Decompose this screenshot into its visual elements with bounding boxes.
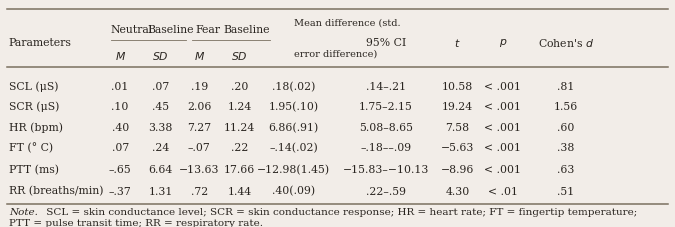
Text: .07: .07 [152,81,169,91]
Text: –.65: –.65 [109,164,132,174]
Text: 11.24: 11.24 [224,122,255,132]
Text: .14–.21: .14–.21 [366,81,406,91]
Text: 5.08–8.65: 5.08–8.65 [359,122,413,132]
Text: 7.58: 7.58 [446,122,470,132]
Text: 19.24: 19.24 [442,102,473,112]
Text: $t$: $t$ [454,37,461,49]
Text: 6.64: 6.64 [148,164,173,174]
Text: < .001: < .001 [485,81,521,91]
Text: HR (bpm): HR (bpm) [9,122,63,132]
Text: Parameters: Parameters [9,38,72,47]
Text: .81: .81 [557,81,574,91]
Text: .20: .20 [231,81,248,91]
Text: $M$: $M$ [115,50,126,62]
Text: Note.: Note. [9,207,38,216]
Text: 1.95(.10): 1.95(.10) [269,101,319,112]
Text: 1.24: 1.24 [227,102,252,112]
Text: 1.31: 1.31 [148,186,173,196]
Text: .22: .22 [231,143,248,153]
Text: −5.63: −5.63 [441,143,475,153]
Text: .63: .63 [557,164,574,174]
Text: –.07: –.07 [188,143,211,153]
Text: $SD$: $SD$ [153,50,169,62]
Text: SCR (μS): SCR (μS) [9,101,59,112]
Text: .18(.02): .18(.02) [272,81,315,91]
Text: .45: .45 [152,102,169,112]
Text: .10: .10 [111,102,129,112]
Text: PTT (ms): PTT (ms) [9,164,59,174]
Text: FT (° C): FT (° C) [9,142,53,153]
Text: error difference): error difference) [294,49,377,58]
Text: −12.98(1.45): −12.98(1.45) [257,164,330,174]
Text: SCL (μS): SCL (μS) [9,81,58,91]
Text: .72: .72 [190,186,208,196]
Text: Neutral: Neutral [111,25,153,35]
Text: .51: .51 [557,186,574,196]
Text: .40: .40 [111,122,129,132]
Text: 1.44: 1.44 [227,186,252,196]
Text: .40(.09): .40(.09) [272,185,315,196]
Text: .22–.59: .22–.59 [366,186,406,196]
Text: Baseline: Baseline [148,25,194,35]
Text: .07: .07 [111,143,129,153]
Text: Mean difference (std.: Mean difference (std. [294,18,400,27]
Text: 17.66: 17.66 [224,164,255,174]
Text: Fear: Fear [195,25,221,35]
Text: < .001: < .001 [485,143,521,153]
Text: −15.83–−10.13: −15.83–−10.13 [343,164,429,174]
Text: $SD$: $SD$ [232,50,248,62]
Text: < .01: < .01 [488,186,518,196]
Text: –.14(.02): –.14(.02) [269,142,318,153]
Text: –.37: –.37 [109,186,132,196]
Text: 1.75–2.15: 1.75–2.15 [359,102,413,112]
Text: PTT = pulse transit time; RR = respiratory rate.: PTT = pulse transit time; RR = respirato… [9,218,263,227]
Text: 6.86(.91): 6.86(.91) [269,122,319,132]
Text: .60: .60 [557,122,574,132]
Text: –.18––.09: –.18––.09 [360,143,412,153]
Text: −13.63: −13.63 [179,164,219,174]
Text: 95% CI: 95% CI [366,38,406,47]
Text: Cohen's $d$: Cohen's $d$ [537,37,594,49]
Text: Baseline: Baseline [224,25,270,35]
Text: < .001: < .001 [485,122,521,132]
Text: $p$: $p$ [499,37,507,49]
Text: 1.56: 1.56 [554,102,578,112]
Text: .01: .01 [111,81,129,91]
Text: < .001: < .001 [485,164,521,174]
Text: 2.06: 2.06 [187,102,211,112]
Text: −8.96: −8.96 [441,164,475,174]
Text: 7.27: 7.27 [187,122,211,132]
Text: .38: .38 [557,143,574,153]
Text: 10.58: 10.58 [442,81,473,91]
Text: 4.30: 4.30 [446,186,470,196]
Text: .19: .19 [190,81,208,91]
Text: $M$: $M$ [194,50,205,62]
Text: < .001: < .001 [485,102,521,112]
Text: SCL = skin conductance level; SCR = skin conductance response; HR = heart rate; : SCL = skin conductance level; SCR = skin… [43,207,637,216]
Text: .24: .24 [152,143,169,153]
Text: RR (breaths/min): RR (breaths/min) [9,185,103,196]
Text: 3.38: 3.38 [148,122,173,132]
